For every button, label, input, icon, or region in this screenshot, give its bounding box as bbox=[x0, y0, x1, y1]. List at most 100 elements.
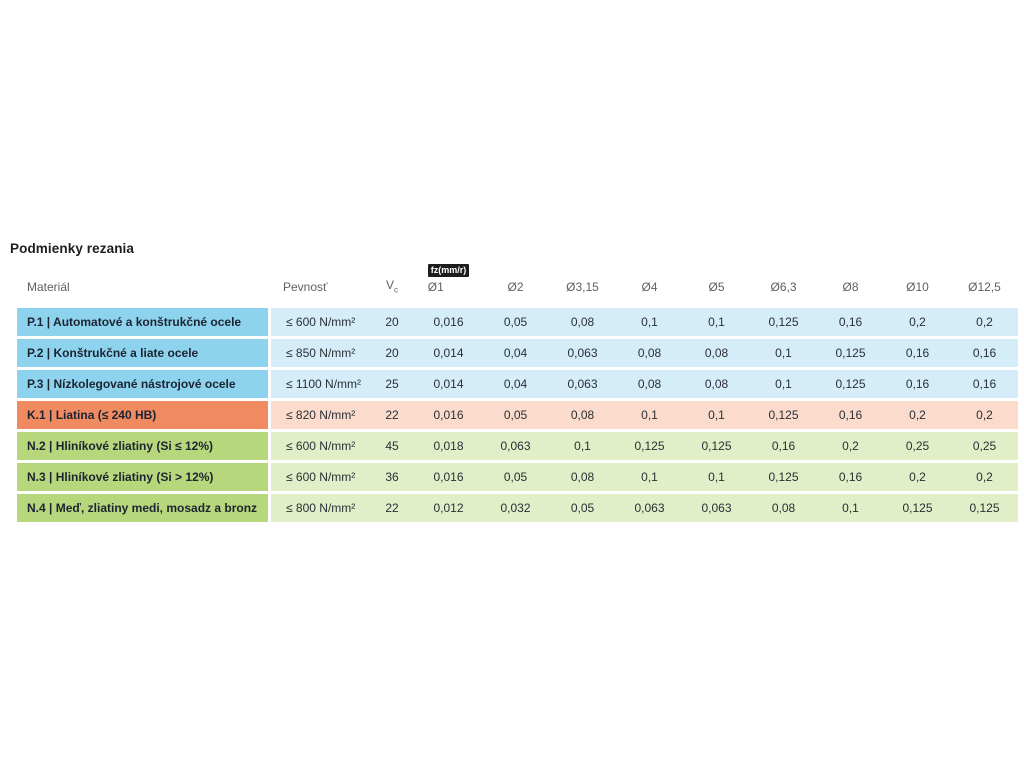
header-vc: Vc bbox=[369, 264, 415, 305]
fz-value-cell: 0,05 bbox=[482, 305, 549, 336]
fz-value-cell: 0,1 bbox=[683, 460, 750, 491]
material-cell: P.2 | Konštrukčné a liate ocele bbox=[17, 336, 268, 367]
table-row: K.1 | Liatina (≤ 240 HB) ≤ 820 N/mm² 22 … bbox=[17, 398, 1018, 429]
header-diameter-8: Ø8 bbox=[817, 264, 884, 305]
fz-value-cell: 0,16 bbox=[951, 336, 1018, 367]
fz-value-cell: 0,032 bbox=[482, 491, 549, 522]
fz-value-cell: 0,08 bbox=[750, 491, 817, 522]
fz-value-cell: 0,125 bbox=[683, 429, 750, 460]
vc-cell: 22 bbox=[369, 491, 415, 522]
fz-value-cell: 0,08 bbox=[683, 367, 750, 398]
material-cell: P.3 | Nízkolegované nástrojové ocele bbox=[17, 367, 268, 398]
fz-value-cell: 0,05 bbox=[549, 491, 616, 522]
header-strength: Pevnosť bbox=[268, 264, 369, 305]
fz-value-cell: 0,05 bbox=[482, 460, 549, 491]
header-diameter-10: Ø10 bbox=[884, 264, 951, 305]
fz-value-cell: 0,16 bbox=[817, 398, 884, 429]
fz-value-cell: 0,2 bbox=[884, 398, 951, 429]
cutting-conditions-table: Materiál Pevnosť Vc fz(mm/r) Ø1 Ø2 Ø3,15… bbox=[17, 264, 1018, 522]
fz-value-cell: 0,125 bbox=[817, 336, 884, 367]
fz-value-cell: 0,04 bbox=[482, 367, 549, 398]
fz-value-cell: 0,2 bbox=[884, 305, 951, 336]
material-cell: K.1 | Liatina (≤ 240 HB) bbox=[17, 398, 268, 429]
fz-value-cell: 0,1 bbox=[616, 460, 683, 491]
fz-value-cell: 0,2 bbox=[951, 305, 1018, 336]
fz-value-cell: 0,08 bbox=[549, 460, 616, 491]
fz-value-cell: 0,04 bbox=[482, 336, 549, 367]
strength-cell: ≤ 600 N/mm² bbox=[268, 305, 369, 336]
fz-value-cell: 0,1 bbox=[750, 336, 817, 367]
fz-value-cell: 0,1 bbox=[683, 305, 750, 336]
fz-value-cell: 0,1 bbox=[616, 305, 683, 336]
vc-cell: 45 bbox=[369, 429, 415, 460]
fz-value-cell: 0,1 bbox=[616, 398, 683, 429]
fz-value-cell: 0,014 bbox=[415, 336, 482, 367]
cutting-table-body: P.1 | Automatové a konštrukčné ocele ≤ 6… bbox=[17, 305, 1018, 522]
header-material: Materiál bbox=[17, 264, 268, 305]
table-row: P.1 | Automatové a konštrukčné ocele ≤ 6… bbox=[17, 305, 1018, 336]
fz-value-cell: 0,125 bbox=[884, 491, 951, 522]
fz-value-cell: 0,08 bbox=[616, 336, 683, 367]
strength-cell: ≤ 820 N/mm² bbox=[268, 398, 369, 429]
vc-cell: 36 bbox=[369, 460, 415, 491]
header-diameter-6-3: Ø6,3 bbox=[750, 264, 817, 305]
fz-value-cell: 0,1 bbox=[549, 429, 616, 460]
table-row: N.2 | Hliníkové zliatiny (Si ≤ 12%) ≤ 60… bbox=[17, 429, 1018, 460]
fz-value-cell: 0,063 bbox=[482, 429, 549, 460]
table-row: N.4 | Meď, zliatiny medi, mosadz a bronz… bbox=[17, 491, 1018, 522]
fz-value-cell: 0,05 bbox=[482, 398, 549, 429]
strength-cell: ≤ 800 N/mm² bbox=[268, 491, 369, 522]
fz-value-cell: 0,1 bbox=[750, 367, 817, 398]
page-title: Podmienky rezania bbox=[10, 241, 134, 256]
fz-value-cell: 0,063 bbox=[616, 491, 683, 522]
material-cell: N.3 | Hliníkové zliatiny (Si > 12%) bbox=[17, 460, 268, 491]
cutting-conditions-table-wrap: Materiál Pevnosť Vc fz(mm/r) Ø1 Ø2 Ø3,15… bbox=[17, 264, 1018, 522]
fz-value-cell: 0,08 bbox=[616, 367, 683, 398]
vc-subscript: c bbox=[394, 285, 398, 294]
vc-label: V bbox=[385, 277, 394, 292]
diameter-1-stack: fz(mm/r) Ø1 bbox=[427, 264, 470, 294]
table-header: Materiál Pevnosť Vc fz(mm/r) Ø1 Ø2 Ø3,15… bbox=[17, 264, 1018, 305]
fz-value-cell: 0,016 bbox=[415, 398, 482, 429]
fz-value-cell: 0,16 bbox=[884, 336, 951, 367]
fz-value-cell: 0,125 bbox=[817, 367, 884, 398]
fz-value-cell: 0,08 bbox=[683, 336, 750, 367]
material-cell: P.1 | Automatové a konštrukčné ocele bbox=[17, 305, 268, 336]
fz-value-cell: 0,2 bbox=[884, 460, 951, 491]
header-diameter-1: fz(mm/r) Ø1 bbox=[415, 264, 482, 305]
strength-cell: ≤ 600 N/mm² bbox=[268, 429, 369, 460]
fz-value-cell: 0,25 bbox=[884, 429, 951, 460]
strength-cell: ≤ 600 N/mm² bbox=[268, 460, 369, 491]
fz-value-cell: 0,16 bbox=[817, 305, 884, 336]
header-row: Materiál Pevnosť Vc fz(mm/r) Ø1 Ø2 Ø3,15… bbox=[17, 264, 1018, 305]
vc-cell: 20 bbox=[369, 305, 415, 336]
fz-value-cell: 0,063 bbox=[683, 491, 750, 522]
fz-value-cell: 0,012 bbox=[415, 491, 482, 522]
fz-value-cell: 0,16 bbox=[884, 367, 951, 398]
strength-cell: ≤ 1100 N/mm² bbox=[268, 367, 369, 398]
vc-cell: 20 bbox=[369, 336, 415, 367]
material-cell: N.2 | Hliníkové zliatiny (Si ≤ 12%) bbox=[17, 429, 268, 460]
vc-cell: 22 bbox=[369, 398, 415, 429]
fz-value-cell: 0,2 bbox=[817, 429, 884, 460]
fz-value-cell: 0,125 bbox=[750, 305, 817, 336]
fz-value-cell: 0,125 bbox=[616, 429, 683, 460]
fz-value-cell: 0,1 bbox=[683, 398, 750, 429]
fz-value-cell: 0,125 bbox=[750, 460, 817, 491]
fz-value-cell: 0,16 bbox=[951, 367, 1018, 398]
strength-cell: ≤ 850 N/mm² bbox=[268, 336, 369, 367]
fz-value-cell: 0,1 bbox=[817, 491, 884, 522]
fz-value-cell: 0,08 bbox=[549, 305, 616, 336]
fz-value-cell: 0,063 bbox=[549, 336, 616, 367]
diameter-1-label: Ø1 bbox=[427, 280, 444, 294]
table-row: P.2 | Konštrukčné a liate ocele ≤ 850 N/… bbox=[17, 336, 1018, 367]
fz-value-cell: 0,016 bbox=[415, 305, 482, 336]
table-row: P.3 | Nízkolegované nástrojové ocele ≤ 1… bbox=[17, 367, 1018, 398]
fz-value-cell: 0,018 bbox=[415, 429, 482, 460]
fz-value-cell: 0,2 bbox=[951, 460, 1018, 491]
fz-value-cell: 0,125 bbox=[951, 491, 1018, 522]
fz-value-cell: 0,08 bbox=[549, 398, 616, 429]
header-diameter-4: Ø4 bbox=[616, 264, 683, 305]
fz-unit-badge: fz(mm/r) bbox=[427, 264, 470, 277]
header-diameter-5: Ø5 bbox=[683, 264, 750, 305]
